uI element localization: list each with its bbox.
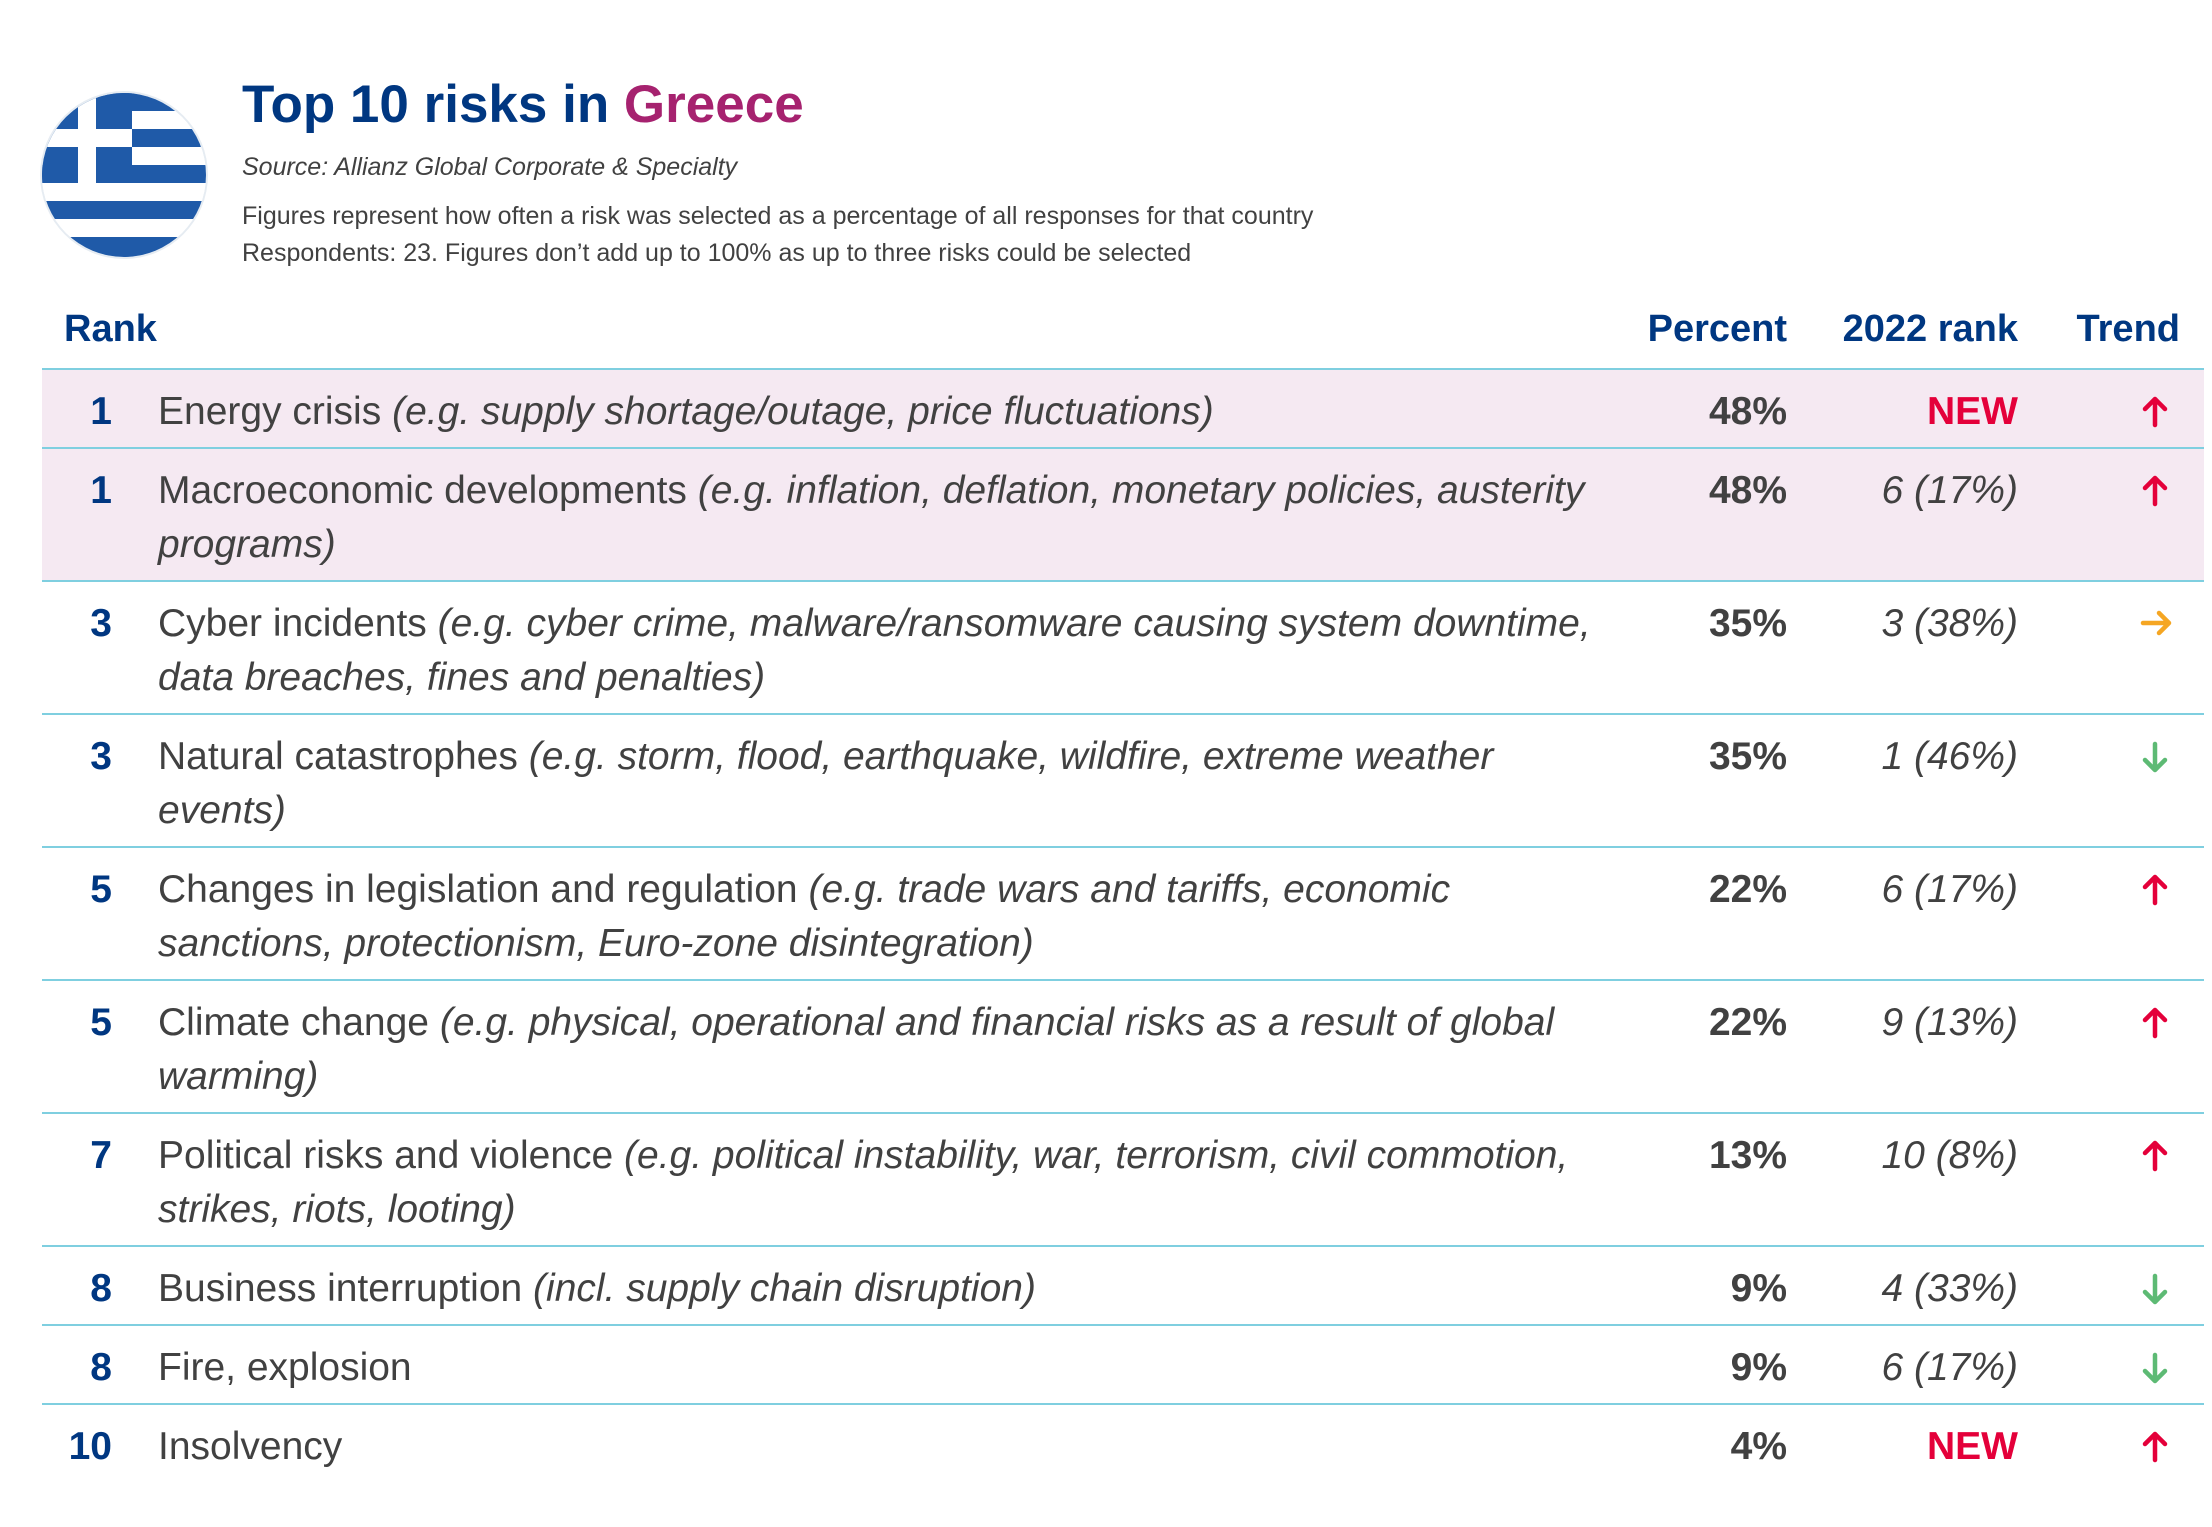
table-row: 3 Cyber incidents (e.g. cyber crime, malw…: [42, 580, 2204, 713]
risk-name: Macroeconomic developments: [158, 469, 687, 512]
row-rank: 5: [90, 868, 112, 911]
arrow-up-icon: [2140, 1129, 2180, 1183]
risk-name: Climate change: [158, 1001, 429, 1044]
row-2022-rank: 1 (46%): [1881, 735, 2018, 778]
row-percent: 48%: [1708, 469, 1787, 512]
row-2022-rank: 6 (17%): [1881, 868, 2018, 911]
description-line-1: Figures represent how often a risk was s…: [242, 202, 1314, 230]
row-2022-rank: NEW: [1927, 390, 2018, 433]
row-risk: Political risks and violence (e.g. polit…: [158, 1129, 1598, 1237]
row-2022-rank: 6 (17%): [1881, 1346, 2018, 1389]
row-rank: 10: [68, 1425, 112, 1468]
column-header-rank: Rank: [64, 308, 157, 350]
risk-examples: (e.g. cyber crime, malware/ransomware ca…: [158, 602, 1591, 699]
greece-flag-icon: [42, 93, 206, 257]
arrow-right-icon: [2140, 597, 2180, 651]
row-risk: Climate change (e.g. physical, operation…: [158, 996, 1598, 1104]
row-rank: 5: [90, 1001, 112, 1044]
risk-table: Rank Percent 2022 rank Trend 1 Energy cri…: [42, 300, 2204, 1482]
row-2022-rank: 4 (33%): [1881, 1267, 2018, 1310]
column-header-2022-rank: 2022 rank: [1842, 308, 2018, 350]
row-rank: 8: [90, 1267, 112, 1310]
arrow-up-icon: [2140, 464, 2180, 518]
row-risk: Energy crisis (e.g. supply shortage/outa…: [158, 385, 1598, 439]
table-row: 8 Fire, explosion 9% 6 (17%): [42, 1324, 2204, 1403]
risk-examples: (e.g. supply shortage/outage, price fluc…: [392, 390, 1214, 433]
row-percent: 35%: [1708, 602, 1787, 645]
column-header-percent: Percent: [1647, 308, 1787, 350]
row-risk: Macroeconomic developments (e.g. inflati…: [158, 464, 1598, 572]
row-risk: Natural catastrophes (e.g. storm, flood,…: [158, 730, 1598, 838]
table-row: 8 Business interruption (incl. supply cha…: [42, 1245, 2204, 1324]
risk-examples: (e.g. inflation, deflation, monetary pol…: [158, 469, 1585, 566]
risk-examples: (e.g. physical, operational and financia…: [158, 1001, 1555, 1098]
row-rank: 8: [90, 1346, 112, 1389]
arrow-up-icon: [2140, 1420, 2180, 1474]
title-prefix: Top 10 risks in: [242, 75, 624, 134]
risk-name: Political risks and violence: [158, 1134, 614, 1177]
row-2022-rank: 3 (38%): [1881, 602, 2018, 645]
row-2022-rank: 6 (17%): [1881, 469, 2018, 512]
column-header-trend: Trend: [2076, 308, 2180, 350]
table-body: 1 Energy crisis (e.g. supply shortage/out…: [42, 368, 2204, 1482]
arrow-down-icon: [2140, 730, 2180, 784]
arrow-up-icon: [2140, 385, 2180, 439]
row-rank: 1: [90, 469, 112, 512]
table-row: 5 Climate change (e.g. physical, operatio…: [42, 979, 2204, 1112]
header: Top 10 risks in Greece Source: Allianz G…: [242, 68, 1742, 272]
table-row: 1 Macroeconomic developments (e.g. inflat…: [42, 447, 2204, 580]
row-percent: 35%: [1708, 735, 1787, 778]
source-note: Source: Allianz Global Corporate & Speci…: [242, 153, 738, 181]
arrow-up-icon: [2140, 863, 2180, 917]
risk-examples: (e.g. storm, flood, earthquake, wildfire…: [158, 735, 1494, 832]
arrow-down-icon: [2140, 1341, 2180, 1395]
risk-examples: (incl. supply chain disruption): [533, 1267, 1036, 1310]
row-percent: 9%: [1730, 1346, 1787, 1389]
row-percent: 22%: [1708, 868, 1787, 911]
row-risk: Cyber incidents (e.g. cyber crime, malwa…: [158, 597, 1598, 705]
arrow-down-icon: [2140, 1262, 2180, 1316]
table-row: 3 Natural catastrophes (e.g. storm, flood…: [42, 713, 2204, 846]
risk-name: Natural catastrophes: [158, 735, 518, 778]
row-risk: Insolvency: [158, 1420, 1598, 1474]
table-row: 7 Political risks and violence (e.g. poli…: [42, 1112, 2204, 1245]
risk-name: Energy crisis: [158, 390, 382, 433]
risk-name: Fire, explosion: [158, 1346, 412, 1389]
risk-name: Cyber incidents: [158, 602, 427, 645]
row-percent: 9%: [1730, 1267, 1787, 1310]
table-row: 5 Changes in legislation and regulation (…: [42, 846, 2204, 979]
row-2022-rank: 9 (13%): [1881, 1001, 2018, 1044]
risk-name: Insolvency: [158, 1425, 343, 1468]
row-2022-rank: NEW: [1927, 1425, 2018, 1468]
row-percent: 48%: [1708, 390, 1787, 433]
row-risk: Fire, explosion: [158, 1341, 1598, 1395]
risk-name: Changes in legislation and regulation: [158, 868, 798, 911]
row-percent: 4%: [1730, 1425, 1787, 1468]
row-risk: Business interruption (incl. supply chai…: [158, 1262, 1598, 1316]
description-line-2: Respondents: 23. Figures don’t add up to…: [242, 239, 1192, 267]
description: Figures represent how often a risk was s…: [242, 198, 1742, 272]
table-row: 10 Insolvency 4% NEW: [42, 1403, 2204, 1482]
row-rank: 3: [90, 735, 112, 778]
row-rank: 1: [90, 390, 112, 433]
row-percent: 22%: [1708, 1001, 1787, 1044]
title-country: Greece: [623, 75, 804, 134]
table-row: 1 Energy crisis (e.g. supply shortage/out…: [42, 368, 2204, 447]
risk-examples: (e.g. political instability, war, terror…: [158, 1134, 1569, 1231]
page-title: Top 10 risks in Greece: [242, 68, 1742, 142]
row-2022-rank: 10 (8%): [1881, 1134, 2018, 1177]
risk-name: Business interruption: [158, 1267, 523, 1310]
arrow-up-icon: [2140, 996, 2180, 1050]
row-percent: 13%: [1708, 1134, 1787, 1177]
row-rank: 3: [90, 602, 112, 645]
table-header: Rank Percent 2022 rank Trend: [42, 300, 2204, 368]
row-rank: 7: [90, 1134, 112, 1177]
risk-examples: (e.g. trade wars and tariffs, economic s…: [158, 868, 1451, 965]
row-risk: Changes in legislation and regulation (e…: [158, 863, 1598, 971]
